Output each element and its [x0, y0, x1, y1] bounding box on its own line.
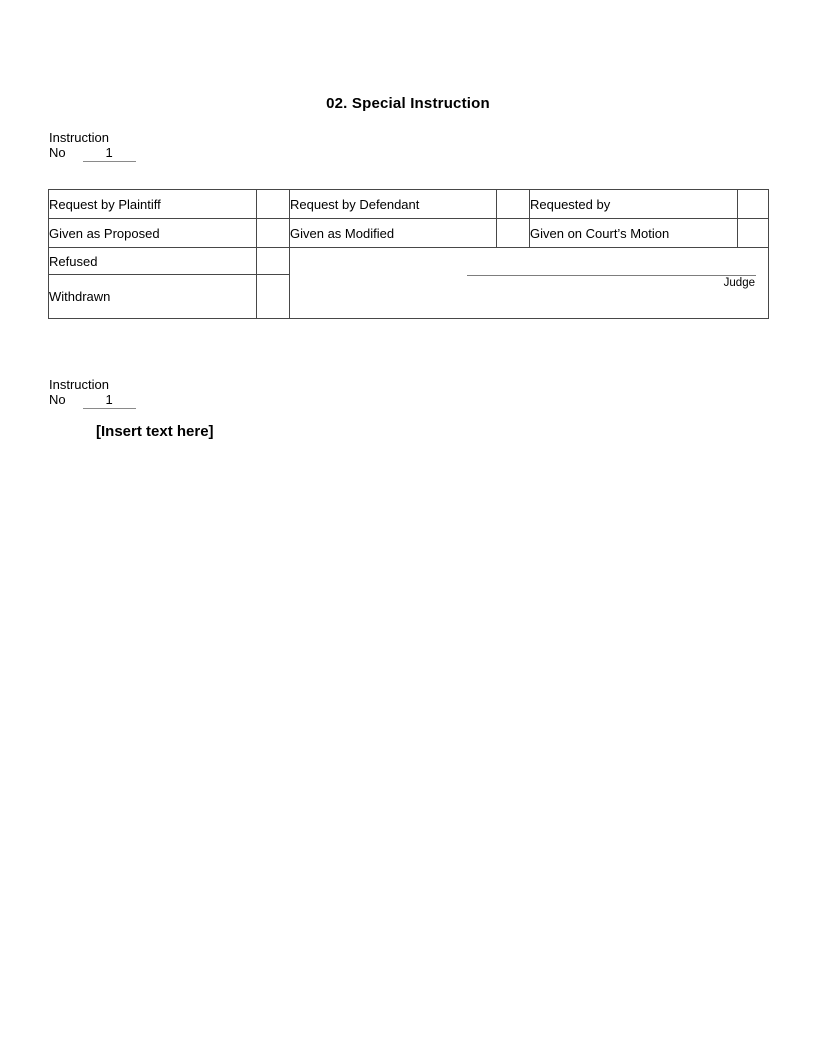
checkbox-cell-given-on-courts-motion[interactable]	[737, 218, 769, 248]
instruction-no-label: No	[49, 145, 66, 160]
cell-requested-by: Requested by	[529, 189, 738, 219]
instruction-number-block-top: Instruction No 1	[49, 130, 136, 162]
checkbox-cell-request-by-plaintiff[interactable]	[256, 189, 290, 219]
checkbox-cell-requested-by[interactable]	[737, 189, 769, 219]
cell-refused: Refused	[48, 247, 257, 275]
checkbox-cell-given-as-modified[interactable]	[496, 218, 530, 248]
instruction-number-field[interactable]: 1	[82, 392, 136, 409]
checkbox-cell-request-by-defendant[interactable]	[496, 189, 530, 219]
judge-label: Judge	[723, 276, 755, 289]
checkbox-cell-given-as-proposed[interactable]	[256, 218, 290, 248]
judge-signature-line[interactable]	[467, 274, 756, 276]
instruction-label: Instruction	[49, 377, 109, 392]
cell-request-by-plaintiff: Request by Plaintiff	[48, 189, 257, 219]
checkbox-cell-withdrawn[interactable]	[256, 274, 290, 319]
insert-text-placeholder[interactable]: [Insert text here]	[96, 423, 214, 440]
instruction-no-label: No	[49, 392, 66, 407]
instruction-number-field[interactable]: 1	[82, 145, 136, 162]
cell-given-as-proposed: Given as Proposed	[48, 218, 257, 248]
document-title: 02. Special Instruction	[326, 95, 490, 112]
cell-withdrawn: Withdrawn	[48, 274, 257, 319]
judge-signature-cell: Judge	[289, 247, 769, 319]
cell-request-by-defendant: Request by Defendant	[289, 189, 497, 219]
cell-given-on-courts-motion: Given on Court’s Motion	[529, 218, 738, 248]
cell-given-as-modified: Given as Modified	[289, 218, 497, 248]
checkbox-cell-refused[interactable]	[256, 247, 290, 275]
instruction-label: Instruction	[49, 130, 109, 145]
instruction-number-block-body: Instruction No 1	[49, 377, 136, 409]
instruction-status-table: Request by Plaintiff Request by Defendan…	[48, 189, 769, 319]
